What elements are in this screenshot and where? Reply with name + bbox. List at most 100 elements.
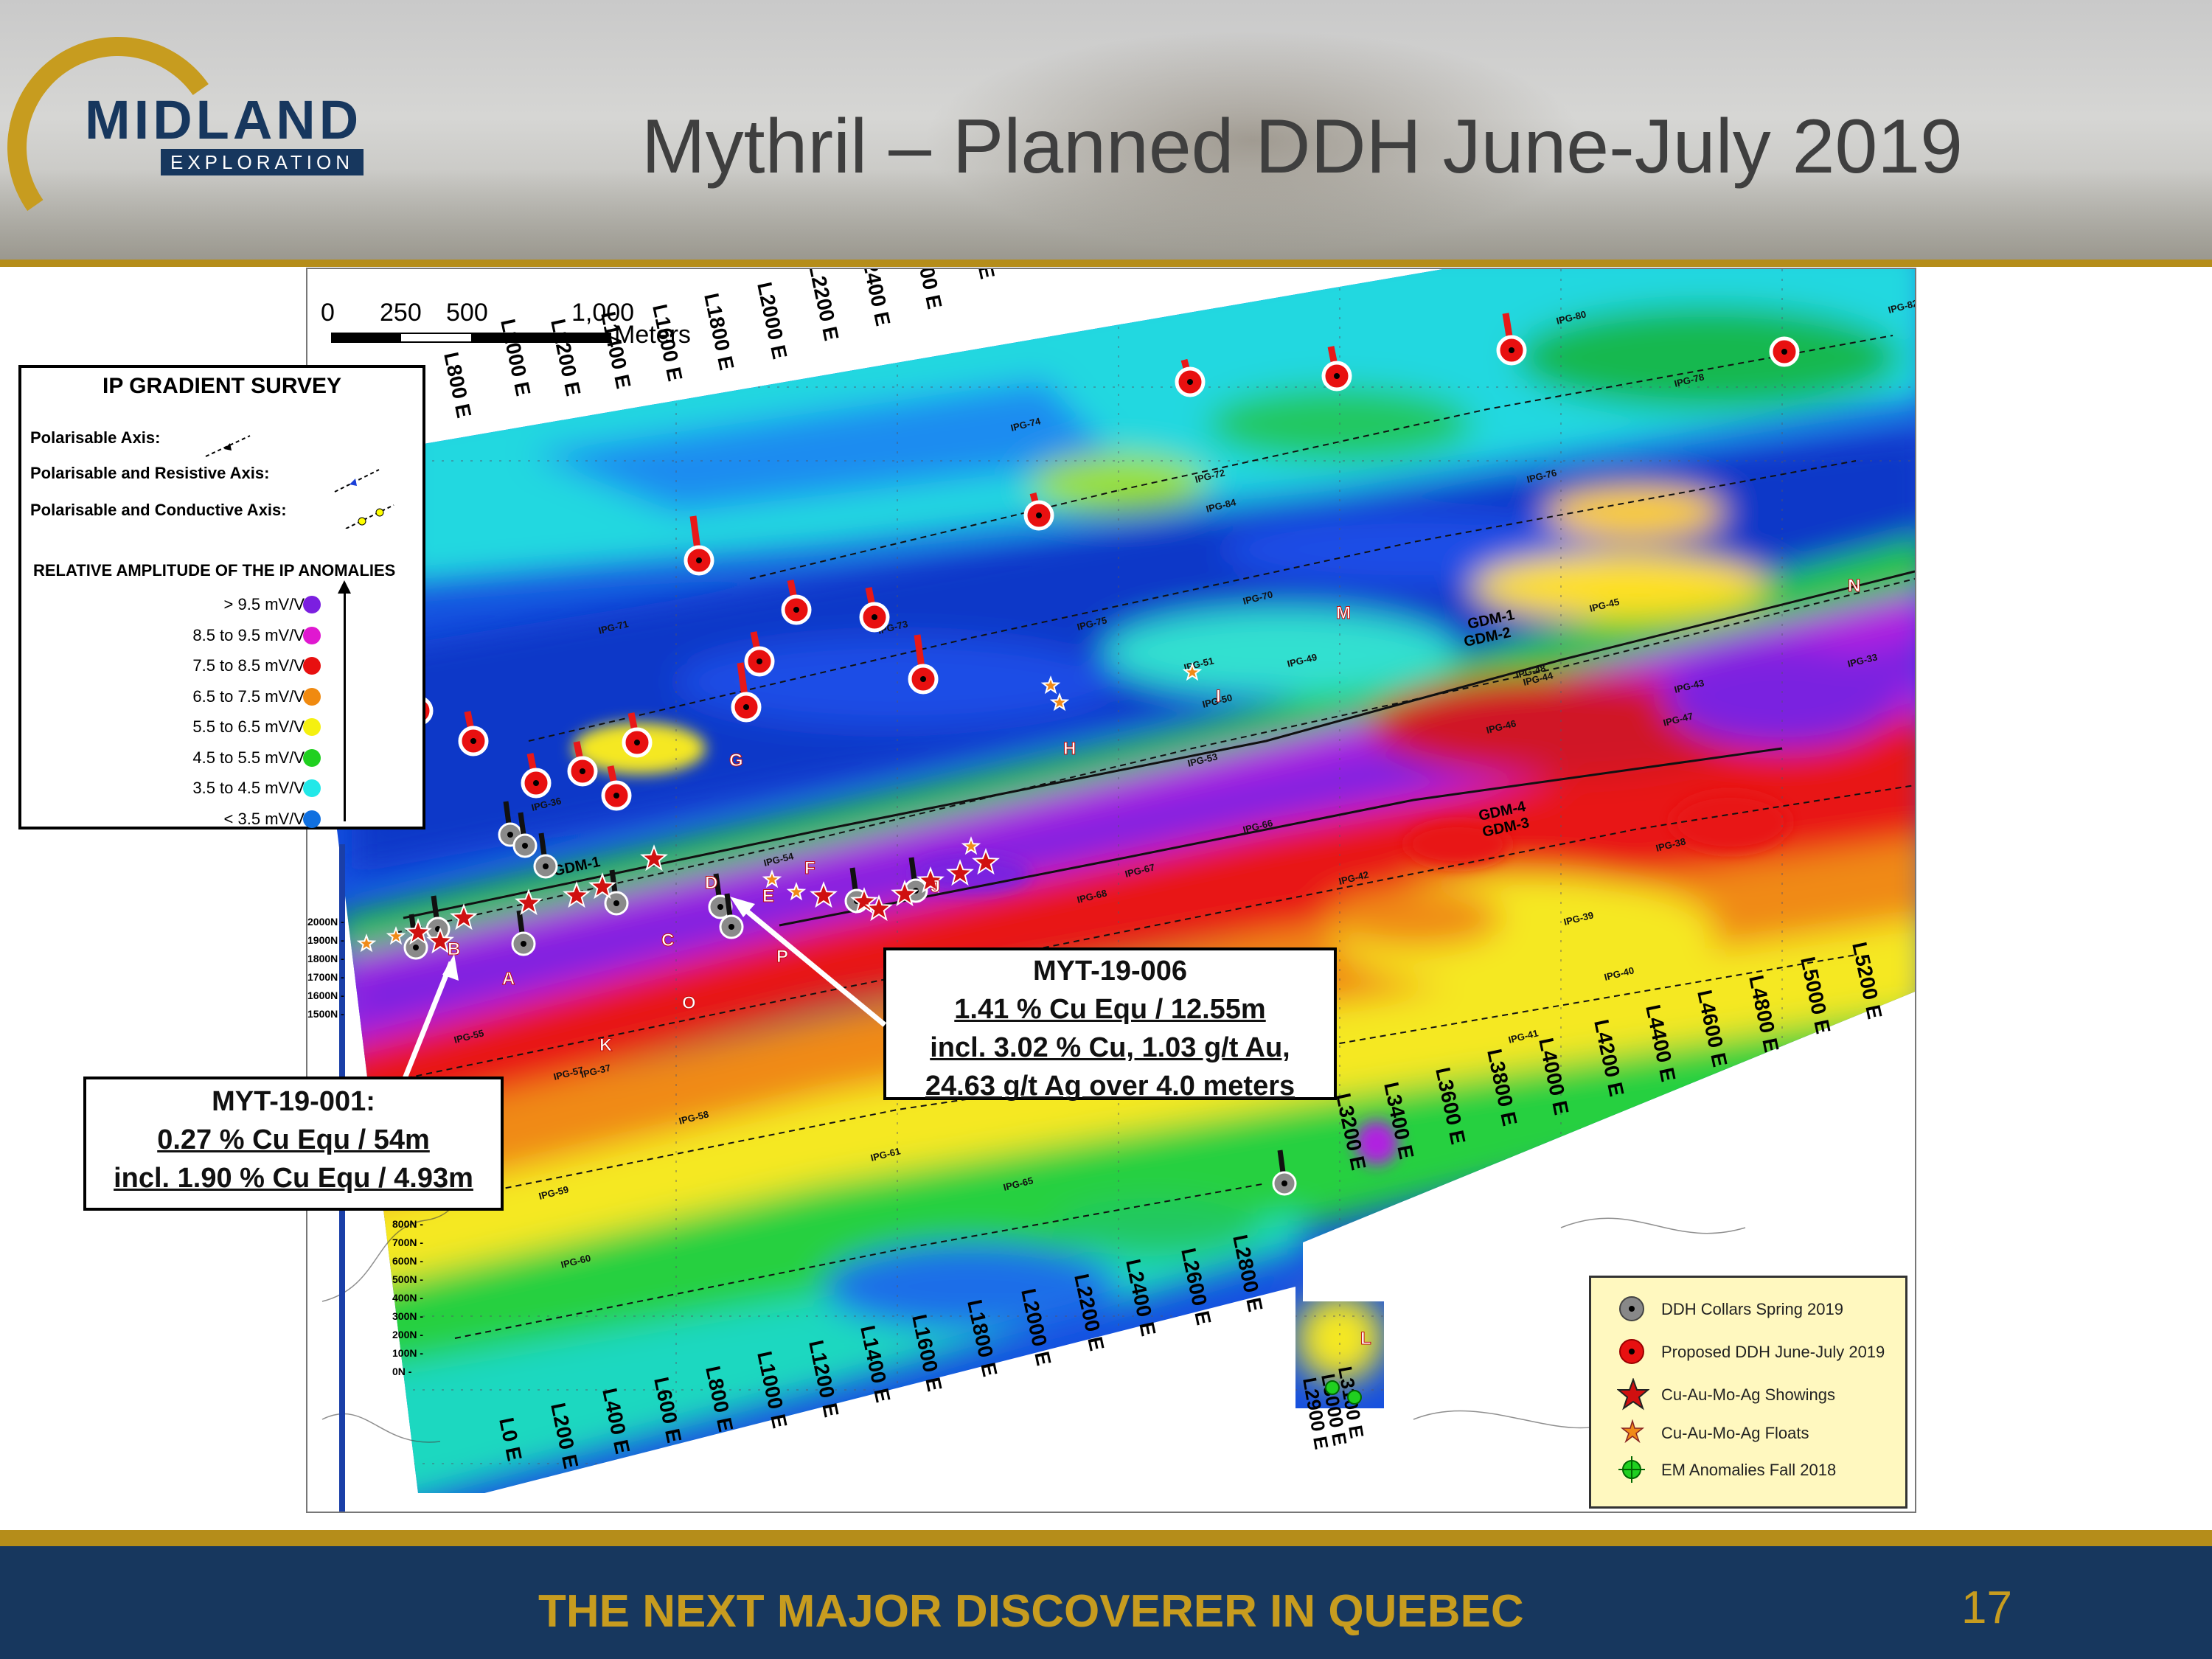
proposed-ddh-icon <box>1619 1339 1644 1364</box>
midland-logo: MIDLAND EXPLORATION <box>0 19 369 276</box>
proposed-ddh-center <box>1036 512 1042 518</box>
target-letter: F <box>804 858 815 878</box>
spring-ddh-center <box>413 945 419 950</box>
showing-star <box>450 903 478 931</box>
spring-ddh-center <box>613 900 619 906</box>
em-anomaly <box>1325 1380 1340 1395</box>
header-gold-rule <box>0 260 2212 267</box>
target-letter: L <box>1360 1329 1371 1349</box>
showing-star <box>946 859 974 886</box>
float-star <box>356 933 377 953</box>
amplitude-swatch <box>303 596 321 613</box>
map-canvas: 0 250 500 1,000 Meters L800 E L1000 E L120… <box>307 269 1915 1512</box>
polarisable-resistive-axis-label: Polarisable and Resistive Axis: <box>30 464 270 482</box>
line-label-top: L1200 E <box>546 317 585 398</box>
northing-label: 0N - <box>392 1366 412 1377</box>
target-letter: M <box>1336 603 1351 623</box>
target-letter: O <box>682 993 696 1013</box>
amplitude-class-label: 6.5 to 7.5 mV/V <box>192 686 305 706</box>
footer-tagline: THE NEXT MAJOR DISCOVERER IN QUEBEC <box>538 1586 1524 1637</box>
line-label-top: L2200 E <box>804 269 843 343</box>
ddh-collar-icon <box>1619 1296 1644 1321</box>
em-anomaly-icon <box>1618 1456 1645 1483</box>
line-label-top: L1000 E <box>496 317 535 398</box>
target-letter: A <box>502 969 515 989</box>
float-star <box>961 836 981 855</box>
target-letter: N <box>1848 576 1860 596</box>
amplitude-swatch <box>303 718 321 736</box>
northing-label: 1500N - <box>307 1008 344 1020</box>
showing-star <box>426 927 454 954</box>
float-star <box>386 926 406 945</box>
showing-star <box>917 866 945 894</box>
line-label-top: 2800 E <box>963 269 999 281</box>
spring-ddh-center <box>728 924 734 930</box>
showing-star <box>563 881 591 908</box>
showing-star <box>972 848 1000 875</box>
footer-gold-rule <box>0 1530 2212 1546</box>
float-star-icon <box>1621 1419 1644 1443</box>
scale-tick-0: 0 <box>321 299 335 327</box>
proposed-ddh-center <box>470 738 476 744</box>
header-banner <box>0 0 2212 262</box>
target-letter: J <box>931 877 940 897</box>
scale-tick-250: 250 <box>380 299 422 327</box>
target-letter: E <box>762 886 774 906</box>
ip-gradient-legend: IP GRADIENT SURVEY Polarisable Axis: Pol… <box>18 365 425 830</box>
northing-label: 500N - <box>392 1273 423 1285</box>
callout-006-grade: 1.41 % Cu Equ / 12.55m <box>954 994 1266 1025</box>
amplitude-swatch <box>303 657 321 675</box>
northing-label: 700N - <box>392 1237 423 1248</box>
spring-ddh-center <box>543 863 549 869</box>
amplitude-class-label: 3.5 to 4.5 mV/V <box>192 779 305 797</box>
amplitude-class-label: 7.5 to 8.5 mV/V <box>192 656 305 675</box>
line-label-top: L800 E <box>439 350 476 420</box>
proposed-ddh-center <box>757 658 762 664</box>
line-label-top: L2600 E <box>908 269 946 311</box>
showing-star <box>891 880 919 907</box>
northing-label: 400N - <box>392 1292 423 1304</box>
northing-label: 1900N - <box>307 934 344 946</box>
northing-label: 200N - <box>392 1329 423 1340</box>
symbol-legend-item-proposed: Proposed DDH June-July 2019 <box>1661 1343 1885 1361</box>
target-letter: I <box>1216 686 1221 706</box>
northing-label: 2000N - <box>307 916 344 928</box>
callout-006-ag: 24.63 g/t Ag over 4.0 meters <box>925 1071 1295 1102</box>
callout-001-grade: 0.27 % Cu Equ / 54m <box>157 1124 430 1155</box>
symbol-legend-item-showings: Cu-Au-Mo-Ag Showings <box>1661 1385 1835 1404</box>
geophysics-map: 0 250 500 1,000 Meters L800 E L1000 E L120… <box>306 268 1916 1513</box>
callout-006-hole: MYT-19-006 <box>1032 956 1188 987</box>
proposed-ddh-center <box>872 614 877 620</box>
northing-label: 800N - <box>392 1218 423 1230</box>
northing-label: 300N - <box>392 1310 423 1322</box>
symbol-legend-item-floats: Cu-Au-Mo-Ag Floats <box>1661 1424 1809 1442</box>
proposed-ddh-center <box>793 607 799 613</box>
proposed-ddh-center <box>1187 379 1193 385</box>
slide-title: Mythril – Planned DDH June-July 2019 <box>641 104 1963 189</box>
callout-myt-19-001: MYT-19-001: 0.27 % Cu Equ / 54m incl. 1.… <box>83 1077 504 1211</box>
scale-tick-500: 500 <box>446 299 488 327</box>
line-label-top: L2000 E <box>753 280 791 361</box>
em-anomaly <box>1347 1390 1362 1405</box>
amplitude-arrow <box>344 589 346 821</box>
float-star <box>1040 675 1061 695</box>
proposed-ddh-center <box>1509 347 1514 353</box>
ip-legend-title: IP GRADIENT SURVEY <box>102 374 341 398</box>
proposed-ddh-center <box>533 780 539 786</box>
proposed-ddh-center <box>696 557 702 563</box>
amplitude-title: RELATIVE AMPLITUDE OF THE IP ANOMALIES <box>33 561 396 580</box>
target-letter: C <box>661 931 674 950</box>
proposed-ddh-center <box>1781 349 1787 355</box>
scale-unit: Meters <box>614 321 691 349</box>
logo-subtitle: EXPLORATION <box>161 149 364 175</box>
proposed-ddh-center <box>613 793 619 799</box>
showing-star <box>404 918 432 945</box>
polarisable-conductive-axis-label: Polarisable and Conductive Axis: <box>30 501 287 519</box>
scale-bar: 0 250 500 1,000 Meters <box>321 299 691 349</box>
northing-label: 1700N - <box>307 971 344 983</box>
amplitude-swatch <box>303 810 321 828</box>
page-number: 17 <box>1961 1582 2012 1633</box>
float-star <box>1182 662 1203 681</box>
float-star <box>762 869 782 888</box>
header-photo-hill <box>0 170 2212 262</box>
